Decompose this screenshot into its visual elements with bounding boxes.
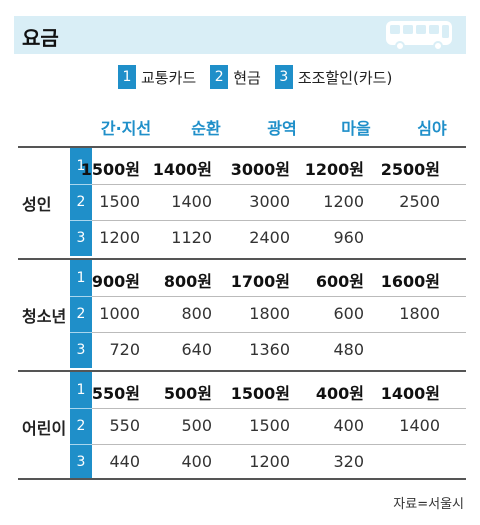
fare-cell: 1600원: [380, 272, 440, 291]
row-number-divider: [70, 332, 92, 333]
fare-cell: 2500: [399, 192, 440, 211]
legend: 1 교통카드 2 현금 3 조조할인(카드): [118, 65, 398, 89]
source-note: 자료=서울시: [393, 497, 464, 512]
column-headers: 간·지선 순환 광역 마을 심야: [0, 115, 480, 138]
table-bottom-line: [18, 478, 466, 480]
row-number-divider: [70, 220, 92, 221]
fare-cell: 3000: [249, 192, 290, 211]
fare-cell: 1200: [249, 452, 290, 471]
row-divider: [92, 184, 466, 185]
row-divider: [92, 220, 466, 221]
fare-cell: 400: [333, 416, 364, 435]
group-divider: [18, 146, 466, 148]
fare-cell: 800: [181, 304, 212, 323]
fare-cell: 1500원: [230, 384, 290, 403]
row-number: 3: [76, 454, 86, 470]
row-number-column: 1 2 3: [70, 148, 92, 256]
row-number: 2: [76, 194, 86, 210]
row-number-divider: [70, 444, 92, 445]
row-divider: [92, 332, 466, 333]
fare-cell: 440: [109, 452, 140, 471]
legend-item: 1 교통카드: [118, 65, 196, 89]
fare-cell: 1700원: [230, 272, 290, 291]
title-bar: 요금: [14, 16, 466, 54]
fare-group: 청소년 1 2 3 900원 800원 1700원 600원 1600원 1000 800 1800 6…: [18, 258, 466, 368]
group-label: 청소년: [22, 307, 67, 326]
row-number: 1: [76, 270, 86, 286]
fare-cell: 1200: [323, 192, 364, 211]
fare-cell: 960: [333, 228, 364, 247]
legend-label: 교통카드: [141, 68, 197, 87]
legend-label: 현금: [233, 68, 261, 87]
row-number-divider: [70, 296, 92, 297]
row-number: 1: [76, 158, 86, 174]
fare-cell: 1200: [99, 228, 140, 247]
fare-cell: 400: [181, 452, 212, 471]
row-number: 3: [76, 342, 86, 358]
fare-cell: 400원: [315, 384, 364, 403]
fare-cell: 720: [109, 340, 140, 359]
row-number-column: 1 2 3: [70, 372, 92, 480]
column-header: 마을: [341, 119, 371, 138]
row-divider: [92, 408, 466, 409]
fare-cell: 900원: [91, 272, 140, 291]
column-header: 간·지선: [100, 119, 152, 138]
legend-item: 3 조조할인(카드): [274, 65, 393, 89]
fare-cell: 1500: [99, 192, 140, 211]
fare-cell: 1400원: [380, 384, 440, 403]
group-divider: [18, 258, 466, 260]
group-label: 어린이: [22, 419, 67, 438]
legend-number: 1: [118, 65, 136, 89]
fare-cell: 1800: [399, 304, 440, 323]
column-header: 광역: [267, 119, 297, 138]
row-divider: [92, 296, 466, 297]
legend-label: 조조할인(카드): [297, 68, 393, 87]
fare-cell: 1400: [399, 416, 440, 435]
fare-cell: 2500원: [380, 160, 440, 179]
legend-number: 3: [274, 65, 293, 89]
fare-cell: 1500: [249, 416, 290, 435]
fare-cell: 600원: [315, 272, 364, 291]
bus-icon: [384, 18, 456, 56]
legend-number: 2: [210, 65, 229, 89]
fare-cell: 550: [109, 416, 140, 435]
legend-item: 2 현금: [210, 65, 261, 89]
group-divider: [18, 370, 466, 372]
fare-cell: 1400: [171, 192, 212, 211]
fare-cell: 1360: [249, 340, 290, 359]
fare-cell: 1400원: [152, 160, 212, 179]
row-number: 2: [76, 306, 86, 322]
row-number-divider: [70, 408, 92, 409]
fare-cell: 600: [333, 304, 364, 323]
fare-cell: 1800: [249, 304, 290, 323]
page-title: 요금: [22, 26, 59, 50]
fare-cell: 480: [333, 340, 364, 359]
fare-cell: 550원: [91, 384, 140, 403]
row-divider: [92, 444, 466, 445]
group-label: 성인: [22, 195, 52, 214]
row-number-divider: [70, 184, 92, 185]
column-header: 순환: [191, 119, 221, 138]
column-header: 심야: [417, 119, 447, 138]
row-number: 2: [76, 418, 86, 434]
fare-cell: 800원: [163, 272, 212, 291]
fare-cell: 1120: [171, 228, 212, 247]
fare-group: 어린이 1 2 3 550원 500원 1500원 400원 1400원 550 500 1500 40…: [18, 370, 466, 480]
fare-cell: 1500원: [80, 160, 140, 179]
fare-cell: 320: [333, 452, 364, 471]
row-number: 1: [76, 382, 86, 398]
fare-cell: 1000: [99, 304, 140, 323]
fare-cell: 1200원: [304, 160, 364, 179]
row-number-column: 1 2 3: [70, 260, 92, 368]
fare-cell: 640: [181, 340, 212, 359]
fare-cell: 3000원: [230, 160, 290, 179]
row-number: 3: [76, 230, 86, 246]
fare-cell: 500원: [163, 384, 212, 403]
fare-cell: 500: [181, 416, 212, 435]
fare-cell: 2400: [249, 228, 290, 247]
fare-group: 성인 1 2 3 1500원 1400원 3000원 1200원 2500원 1500 1400 30…: [18, 146, 466, 256]
